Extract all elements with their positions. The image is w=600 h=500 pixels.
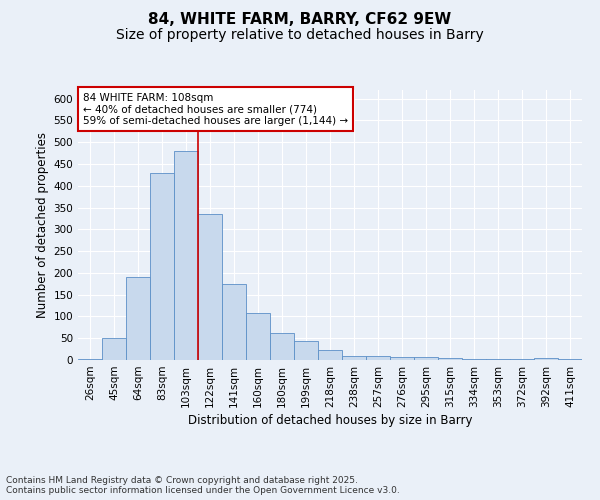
Bar (126, 278, 150, 360)
Text: Size of property relative to detached houses in Barry: Size of property relative to detached ho… (116, 28, 484, 42)
Bar (462, 358, 486, 360)
Text: 84, WHITE FARM, BARRY, CF62 9EW: 84, WHITE FARM, BARRY, CF62 9EW (148, 12, 452, 28)
Bar (78, 358, 102, 360)
Bar (222, 284, 246, 360)
Text: 84 WHITE FARM: 108sqm
← 40% of detached houses are smaller (774)
59% of semi-det: 84 WHITE FARM: 108sqm ← 40% of detached … (83, 92, 348, 126)
Bar (390, 356, 414, 360)
Bar (246, 313, 270, 360)
Bar (414, 358, 438, 360)
Bar (174, 151, 198, 360)
X-axis label: Distribution of detached houses by size in Barry: Distribution of detached houses by size … (188, 414, 472, 427)
Bar (198, 214, 222, 360)
Bar (294, 342, 318, 360)
Bar (486, 359, 510, 360)
Bar (342, 356, 366, 360)
Bar (438, 358, 462, 360)
Bar (102, 338, 126, 360)
Y-axis label: Number of detached properties: Number of detached properties (36, 132, 49, 318)
Bar (366, 356, 390, 360)
Bar (318, 350, 342, 360)
Bar (558, 358, 582, 360)
Bar (510, 359, 534, 360)
Bar (150, 172, 174, 360)
Bar (534, 358, 558, 360)
Text: Contains HM Land Registry data © Crown copyright and database right 2025.
Contai: Contains HM Land Registry data © Crown c… (6, 476, 400, 495)
Bar (270, 333, 294, 360)
